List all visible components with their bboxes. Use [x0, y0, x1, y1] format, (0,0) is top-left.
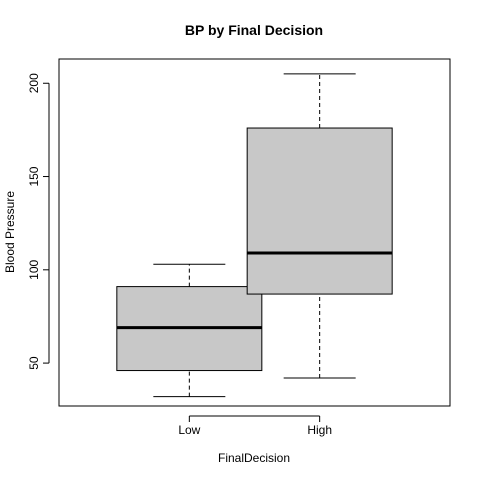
plot-frame — [58, 58, 451, 407]
y-axis: 50 100 150 200 — [27, 73, 50, 370]
x-tick-label-high: High — [307, 423, 332, 437]
chart-title: BP by Final Decision — [185, 22, 323, 38]
x-tick-label-low: Low — [178, 423, 200, 437]
y-axis-label: Blood Pressure — [3, 191, 17, 273]
x-axis-label: FinalDecision — [218, 451, 290, 465]
y-tick-label: 200 — [27, 73, 41, 93]
y-tick-label: 100 — [27, 259, 41, 279]
y-tick-label: 50 — [27, 356, 41, 370]
x-axis: Low High — [178, 415, 332, 437]
boxes-group — [116, 73, 393, 398]
y-tick-label: 150 — [27, 166, 41, 186]
box-high — [246, 127, 393, 295]
